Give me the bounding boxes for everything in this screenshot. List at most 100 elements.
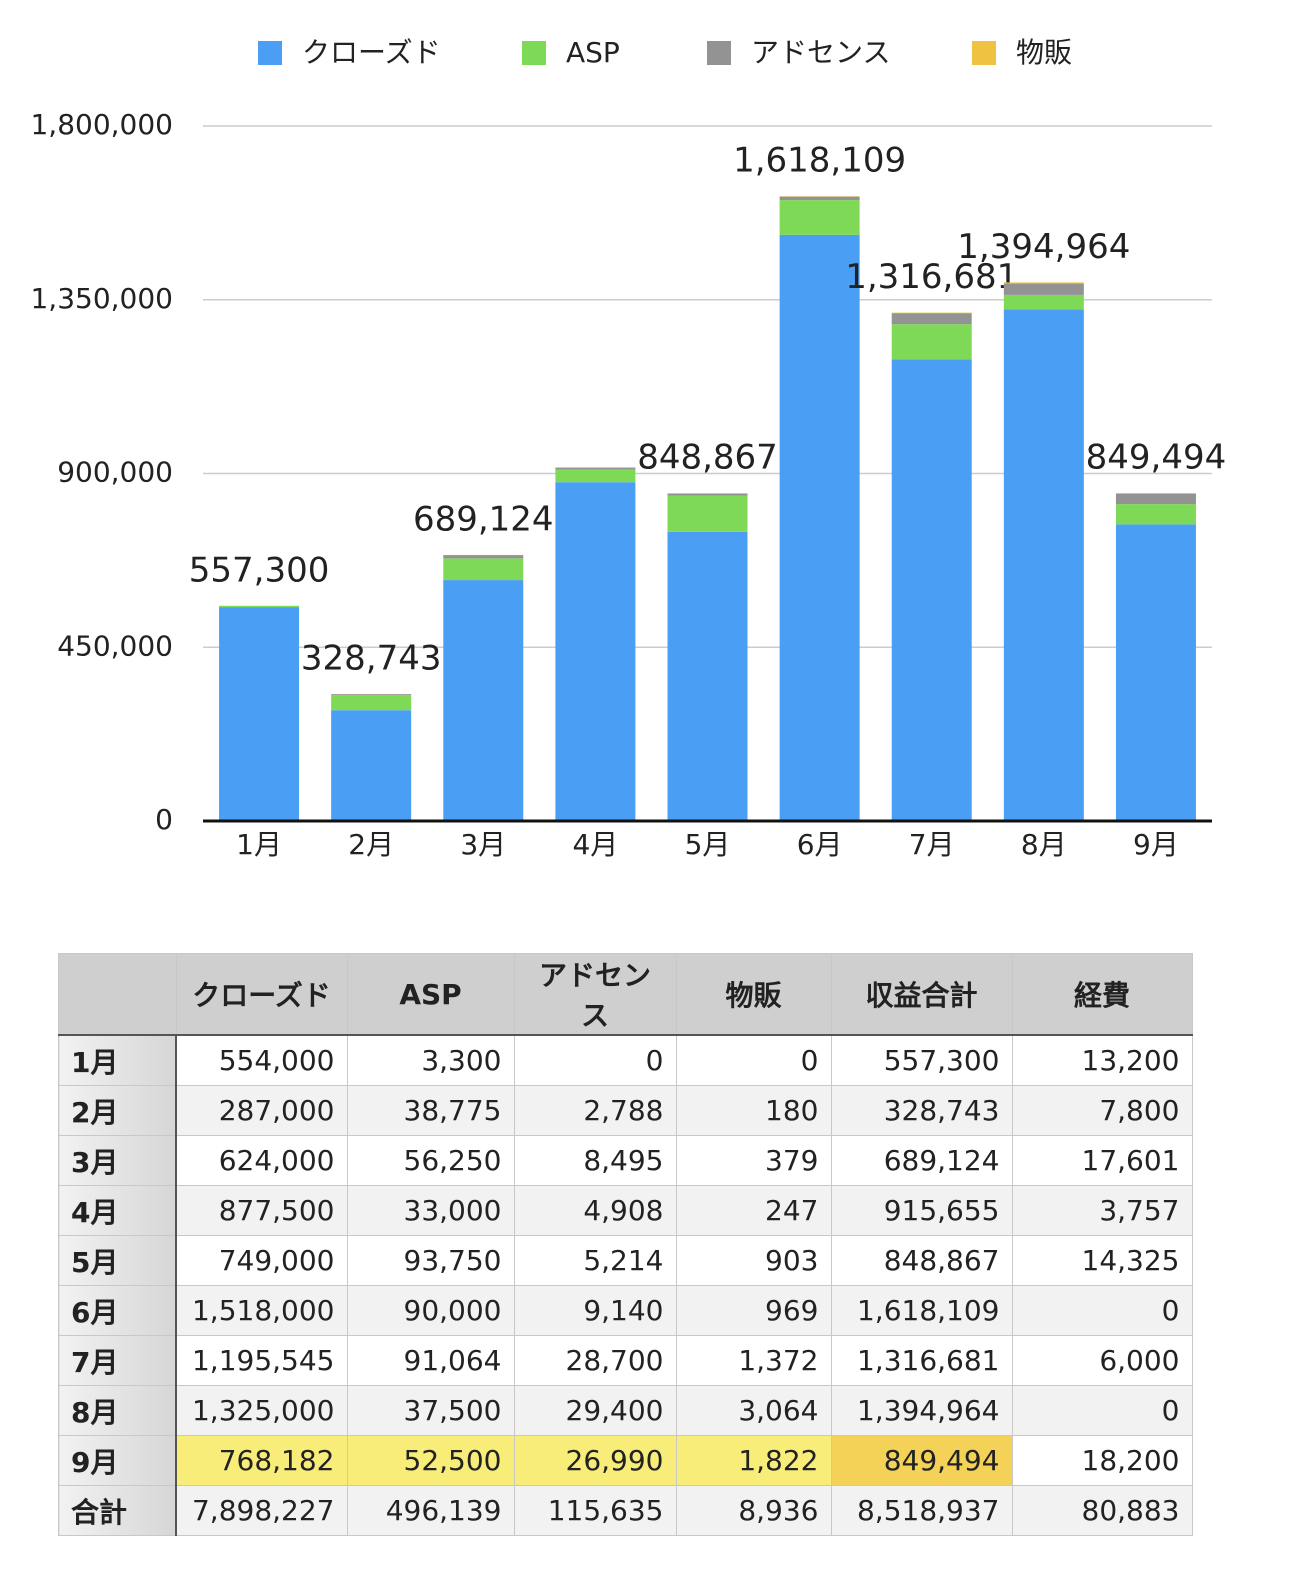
data-table: クローズド ASP アドセンス 物販 収益合計 経費 1月 554,000 3,300 0 0 557… bbox=[58, 953, 1193, 1536]
bar-segment bbox=[779, 200, 860, 235]
table-cell: 496,139 bbox=[346, 1485, 515, 1536]
table-cell: 180 bbox=[675, 1085, 832, 1136]
table-cell: 0 bbox=[1011, 1385, 1193, 1436]
table-cell: 328,743 bbox=[830, 1085, 1013, 1136]
column-header: クローズド bbox=[175, 953, 348, 1036]
bar-segment bbox=[891, 359, 972, 821]
table-cell: 17,601 bbox=[1011, 1135, 1193, 1186]
total-label: 557,300 bbox=[189, 550, 330, 590]
table-cell: 5,214 bbox=[513, 1235, 677, 1286]
table-cell: 7,898,227 bbox=[175, 1485, 348, 1536]
table-cell: 91,064 bbox=[346, 1335, 515, 1386]
table-cell: 1,394,964 bbox=[830, 1385, 1013, 1436]
column-header: 収益合計 bbox=[830, 953, 1013, 1036]
x-tick-label: 4月 bbox=[572, 828, 618, 861]
table-row: 4月 877,500 33,000 4,908 247 915,655 3,757 bbox=[58, 1185, 1193, 1236]
bar-segment bbox=[443, 558, 524, 581]
bar-segment bbox=[331, 710, 412, 821]
y-tick-label: 900,000 bbox=[57, 456, 173, 489]
legend-label: ASP bbox=[566, 36, 620, 69]
table-cell: 2,788 bbox=[513, 1085, 677, 1136]
bar-segment bbox=[555, 467, 636, 470]
table-cell: 8,495 bbox=[513, 1135, 677, 1186]
table-cell: 29,400 bbox=[513, 1385, 677, 1436]
bar-segment bbox=[667, 531, 748, 821]
table-cell: 8,936 bbox=[675, 1485, 832, 1536]
table-row: 合計 7,898,227 496,139 115,635 8,936 8,518,937 8… bbox=[58, 1485, 1193, 1536]
total-label: 1,316,681 bbox=[845, 257, 1018, 297]
table-cell: 1,372 bbox=[675, 1335, 832, 1386]
column-header: アドセンス bbox=[513, 953, 677, 1036]
column-header: 物販 bbox=[675, 953, 832, 1036]
row-header: 合計 bbox=[58, 1485, 177, 1536]
bar-segment bbox=[1115, 493, 1196, 505]
table-cell: 379 bbox=[675, 1135, 832, 1186]
table-cell: 13,200 bbox=[1011, 1034, 1193, 1086]
table-cell: 877,500 bbox=[175, 1185, 348, 1236]
table-cell: 26,990 bbox=[513, 1435, 677, 1486]
y-tick-label: 1,800,000 bbox=[30, 108, 173, 141]
table-cell: 1,618,109 bbox=[830, 1285, 1013, 1336]
table-cell: 7,800 bbox=[1011, 1085, 1193, 1136]
bar-segment bbox=[667, 493, 748, 496]
row-header: 9月 bbox=[58, 1435, 177, 1486]
total-label: 1,394,964 bbox=[957, 227, 1130, 267]
table-cell: 915,655 bbox=[830, 1185, 1013, 1236]
y-tick-label: 0 bbox=[155, 803, 173, 836]
bar-segment bbox=[1003, 309, 1084, 821]
bar-segment bbox=[891, 313, 972, 325]
total-label: 848,867 bbox=[637, 438, 778, 478]
bar-segment bbox=[1115, 493, 1196, 494]
table-cell: 3,064 bbox=[675, 1385, 832, 1436]
x-tick-label: 7月 bbox=[909, 828, 955, 861]
table-cell: 0 bbox=[513, 1034, 677, 1086]
bar-segment bbox=[331, 695, 412, 711]
corner-cell bbox=[58, 953, 177, 1036]
bar-segment bbox=[219, 607, 300, 821]
table-cell: 903 bbox=[675, 1235, 832, 1286]
legend-swatch bbox=[258, 41, 282, 65]
column-header: ASP bbox=[346, 953, 515, 1036]
x-tick-label: 5月 bbox=[685, 828, 731, 861]
table-cell: 37,500 bbox=[346, 1385, 515, 1436]
table-row: 8月 1,325,000 37,500 29,400 3,064 1,394,964 0 bbox=[58, 1385, 1193, 1436]
row-header: 7月 bbox=[58, 1335, 177, 1386]
table-cell: 56,250 bbox=[346, 1135, 515, 1186]
bar-segment bbox=[1115, 524, 1196, 821]
table-row: 7月 1,195,545 91,064 28,700 1,372 1,316,681 6,0… bbox=[58, 1335, 1193, 1386]
x-tick-label: 1月 bbox=[236, 828, 282, 861]
legend-swatch bbox=[972, 41, 996, 65]
x-tick-label: 2月 bbox=[348, 828, 394, 861]
bar-segment bbox=[331, 694, 412, 696]
table-cell: 80,883 bbox=[1011, 1485, 1193, 1536]
chart: 0 450,000 900,000 1,350,000 1,800,000 クローズド AS… bbox=[30, 36, 1226, 861]
x-tick-label: 6月 bbox=[797, 828, 843, 861]
total-label: 689,124 bbox=[413, 499, 554, 539]
table-cell: 1,822 bbox=[675, 1435, 832, 1486]
bar-segment bbox=[1115, 504, 1196, 525]
bar-segment bbox=[555, 469, 636, 483]
table-cell: 33,000 bbox=[346, 1185, 515, 1236]
table-cell: 1,518,000 bbox=[175, 1285, 348, 1336]
table-row: 5月 749,000 93,750 5,214 903 848,867 14,325 bbox=[58, 1235, 1193, 1286]
bar-segment bbox=[1003, 282, 1084, 284]
y-tick-label: 450,000 bbox=[57, 629, 173, 662]
table-row: 1月 554,000 3,300 0 0 557,300 13,200 bbox=[58, 1034, 1193, 1086]
table-cell: 18,200 bbox=[1011, 1435, 1193, 1486]
bar-segment bbox=[779, 196, 860, 201]
bar-segment bbox=[1003, 294, 1084, 310]
table-cell: 749,000 bbox=[175, 1235, 348, 1286]
bar-segment bbox=[891, 312, 972, 314]
table-cell: 1,316,681 bbox=[830, 1335, 1013, 1386]
legend-label: クローズド bbox=[302, 36, 441, 69]
table-cell: 28,700 bbox=[513, 1335, 677, 1386]
table-row: 9月 768,182 52,500 26,990 1,822 849,494 18,200 bbox=[58, 1435, 1193, 1486]
table-cell: 3,757 bbox=[1011, 1185, 1193, 1236]
table-cell: 14,325 bbox=[1011, 1235, 1193, 1286]
table-cell: 557,300 bbox=[830, 1034, 1013, 1086]
table-cell: 848,867 bbox=[830, 1235, 1013, 1286]
table-cell: 8,518,937 bbox=[830, 1485, 1013, 1536]
table-cell: 0 bbox=[1011, 1285, 1193, 1336]
y-tick-label: 1,350,000 bbox=[30, 282, 173, 315]
